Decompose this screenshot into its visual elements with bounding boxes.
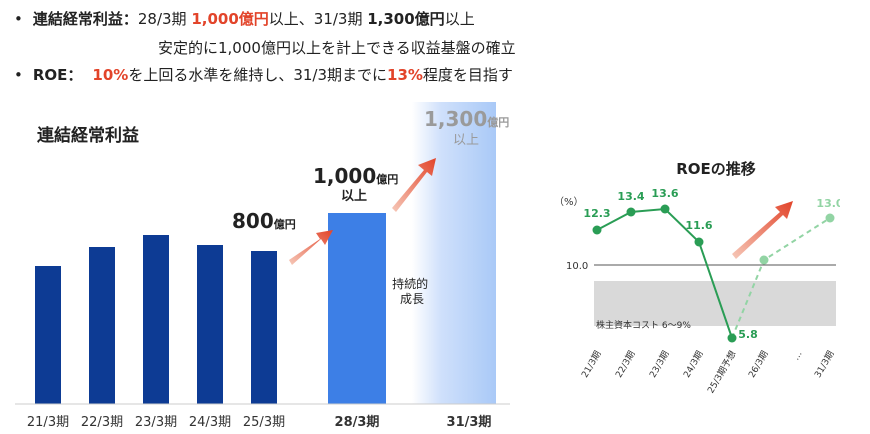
roe-data-label: 12.3 [583,207,610,220]
bar-22/3期 [89,247,115,404]
growth-arrow-icon [289,230,333,265]
chart-title: 連結経常利益 [37,125,139,146]
roe-point [727,333,737,343]
roe-x-tick-label: 31/3期 [812,349,836,380]
roe-data-label: 11.6 [685,219,712,232]
roe-arrow-icon [732,201,793,259]
roe-point [759,255,769,265]
bullet-1: • 連結経常利益：28/3期 1,000億円以上、31/3期 1,300億円以上 [14,10,475,28]
roe-x-tick-label: 25/3期予想 [705,349,739,396]
value-label-1000: 1,000億円 [313,164,398,188]
bar-25/3期 [251,251,277,404]
value-number: 1,300 [424,107,487,131]
value-sub-1300: 以上 [453,133,479,148]
bar-24/3期 [197,245,223,404]
x-tick-label: 22/3期 [81,415,123,430]
roe-point [825,213,835,223]
value-label-800: 800億円 [232,209,296,233]
roe-point [694,237,704,247]
roe-y-unit: （%） [560,196,584,208]
bar-21/3期 [35,266,61,404]
roe-x-tick-label: 24/3期 [681,349,705,380]
profit-bar-chart: 連結経常利益 21/3期 22/3期 23/3期 24/3期 25/3期 28/3期 31/… [15,102,510,430]
roe-chart-title: ROEの推移 [676,160,756,178]
roe-data-label: 5.8 [738,328,758,341]
growth-label: 持続的 成長 [392,276,432,306]
value-unit: 億円 [376,172,398,186]
bullet-dot: • [14,10,23,28]
roe-x-tick-label: 26/3期 [746,349,770,380]
roe-x-tick-label: … [791,350,804,363]
bar-23/3期 [143,235,169,404]
x-tick-label: 24/3期 [189,415,231,430]
bar-31/3期 [412,102,496,404]
value-label-1300: 1,300億円 [424,107,509,131]
x-tick-label: 31/3期 [447,415,492,430]
value-sub-1000: 以上 [341,189,367,204]
roe-data-label: 13.0 [816,197,840,210]
highlight-value: 10% [92,66,129,84]
x-tick-label: 21/3期 [27,415,69,430]
bullet-2: • ROE： 10%を上回る水準を維持し、31/3期までに13%程度を目指す [14,66,513,84]
bullet-1-line2: 安定的に1,000億円以上を計上できる収益基盤の確立 [158,39,516,57]
roe-data-label: 13.4 [617,190,644,203]
roe-point [660,204,670,214]
highlight-value: 13% [387,66,423,84]
value-unit: 億円 [274,217,296,231]
bar-28/3期 [328,213,386,404]
highlight-value: 1,300億円 [367,10,445,28]
x-tick-label: 28/3期 [335,415,380,430]
value-number: 1,000 [313,164,376,188]
roe-data-label: 13.6 [651,187,678,200]
cost-of-equity-label: 株主資本コスト 6～9% [596,319,691,331]
roe-point [592,225,602,235]
roe-x-tick-label: 22/3期 [613,349,637,380]
growth-label-line: 持続的 [392,276,428,291]
roe-point [626,207,636,217]
growth-arrow-icon [392,158,436,212]
roe-x-tick-label: 23/3期 [647,349,671,380]
value-unit: 億円 [487,115,509,129]
bullet-head: ROE： [32,66,83,84]
highlight-value: 1,000億円 [191,10,269,28]
growth-label-line: 成長 [400,292,424,306]
x-tick-label: 25/3期 [243,415,285,430]
roe-reference-label: 10.0 [566,261,588,272]
bullet-dot: • [14,66,23,84]
x-tick-label: 23/3期 [135,415,177,430]
value-number: 800 [232,209,274,233]
bullet-head: 連結経常利益： [32,10,138,28]
roe-line-chart: ROEの推移 （%） 株主資本コスト 6～9% 10.0 12.3 13.4 13.… [560,160,840,396]
roe-x-tick-label: 21/3期 [579,349,603,380]
